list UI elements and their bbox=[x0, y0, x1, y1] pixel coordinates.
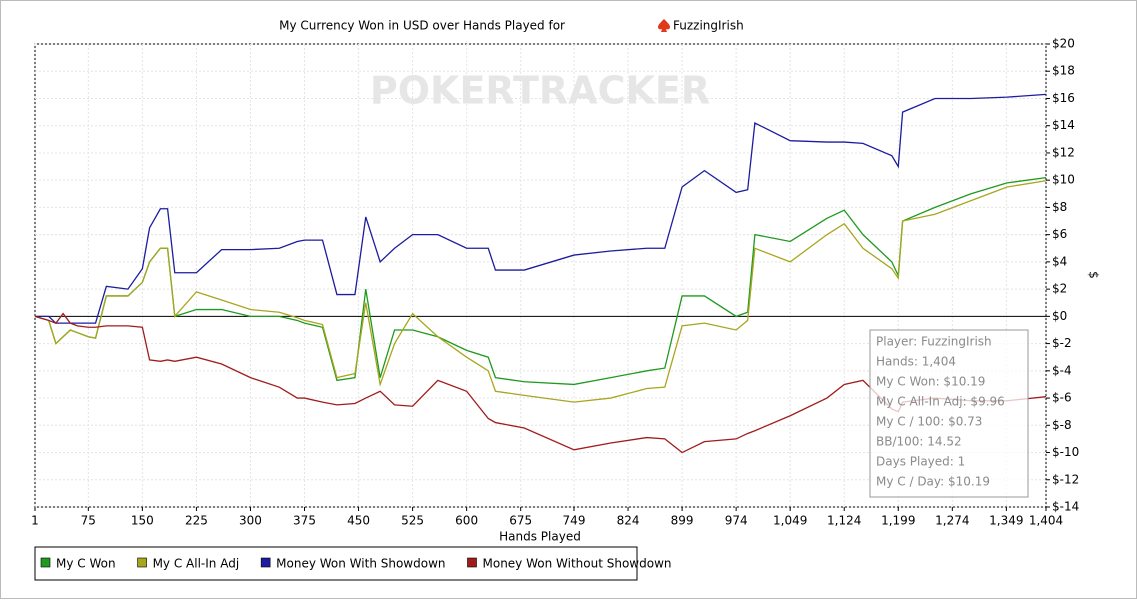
info-line: Days Played: 1 bbox=[876, 455, 965, 469]
legend bbox=[34, 546, 638, 581]
info-line: Player: FuzzingIrish bbox=[876, 335, 992, 349]
series-line bbox=[34, 312, 1047, 454]
x-tick-label: 1,049 bbox=[773, 514, 807, 528]
x-axis-label: Hands Played bbox=[499, 530, 581, 544]
x-tick-label: 150 bbox=[131, 514, 154, 528]
info-line: My C / 100: $0.73 bbox=[876, 415, 982, 429]
y-tick-label: $-10 bbox=[1052, 445, 1079, 459]
x-tick-label: 1,404 bbox=[1029, 514, 1063, 528]
y-tick-label: $-12 bbox=[1052, 472, 1079, 486]
chart-title: My Currency Won in USD over Hands Played… bbox=[279, 19, 565, 33]
series-line bbox=[35, 93, 1047, 324]
y-tick-label: $20 bbox=[1052, 37, 1075, 51]
legend-swatch bbox=[260, 557, 271, 568]
x-tick-label: 1,349 bbox=[989, 514, 1023, 528]
y-tick-label: $-8 bbox=[1052, 418, 1072, 432]
legend-swatch bbox=[467, 557, 477, 568]
info-line: BB/100: 14.52 bbox=[876, 435, 962, 449]
y-tick-label: $-4 bbox=[1052, 363, 1072, 377]
y-tick-label: $16 bbox=[1052, 91, 1075, 105]
x-tick-label: 749 bbox=[563, 514, 586, 528]
y-tick-label: $12 bbox=[1052, 145, 1075, 159]
x-tick-label: 974 bbox=[725, 514, 748, 528]
x-tick-label: 450 bbox=[347, 514, 370, 528]
legend-swatch bbox=[137, 557, 147, 568]
info-line: My C / Day: $10.19 bbox=[876, 475, 990, 489]
legend-swatch bbox=[40, 557, 51, 568]
y-tick-label: $10 bbox=[1052, 173, 1075, 187]
spade-icon bbox=[658, 19, 670, 32]
legend-label: Money Won With Showdown bbox=[276, 557, 445, 571]
x-tick-label: 1,199 bbox=[881, 514, 915, 528]
x-tick-label: 75 bbox=[81, 514, 96, 528]
info-line: My C All-In Adj: $9.96 bbox=[876, 395, 1005, 409]
y-tick-label: $18 bbox=[1052, 64, 1075, 78]
y-tick-label: $-14 bbox=[1052, 500, 1079, 514]
info-line: My C Won: $10.19 bbox=[876, 375, 985, 389]
legend-label: Money Won Without Showdown bbox=[483, 557, 672, 571]
y-tick-label: $6 bbox=[1052, 227, 1067, 241]
x-tick-label: 1,274 bbox=[935, 514, 969, 528]
y-tick-label: $8 bbox=[1052, 200, 1067, 214]
y-tick-label: $0 bbox=[1052, 309, 1067, 323]
watermark: POKERTRACKER bbox=[370, 69, 710, 113]
series-line bbox=[34, 180, 1047, 403]
player-name: FuzzingIrish bbox=[673, 19, 744, 33]
info-line: Hands: 1,404 bbox=[876, 355, 956, 369]
x-tick-label: 225 bbox=[185, 514, 208, 528]
legend-label: My C All-In Adj bbox=[153, 557, 240, 571]
y-tick-label: $14 bbox=[1052, 118, 1075, 132]
y-axis-label: $ bbox=[1087, 271, 1101, 279]
x-tick-label: 375 bbox=[293, 514, 316, 528]
x-tick-label: 824 bbox=[617, 514, 640, 528]
legend-label: My C Won bbox=[56, 557, 116, 571]
x-tick-label: 525 bbox=[401, 514, 424, 528]
y-tick-label: $-2 bbox=[1052, 336, 1072, 350]
y-tick-label: $-6 bbox=[1052, 391, 1072, 405]
x-tick-label: 1,124 bbox=[827, 514, 861, 528]
info-box: Player: FuzzingIrish Hands: 1,404 My C Won… bbox=[869, 329, 1029, 498]
x-tick-label: 300 bbox=[239, 514, 262, 528]
x-tick-label: 1 bbox=[31, 514, 39, 528]
y-tick-label: $4 bbox=[1052, 254, 1067, 268]
x-tick-label: 675 bbox=[509, 514, 532, 528]
info-box-frame bbox=[869, 329, 1029, 498]
x-tick-label: 600 bbox=[455, 514, 478, 528]
y-tick-label: $2 bbox=[1052, 282, 1067, 296]
x-tick-label: 899 bbox=[671, 514, 694, 528]
